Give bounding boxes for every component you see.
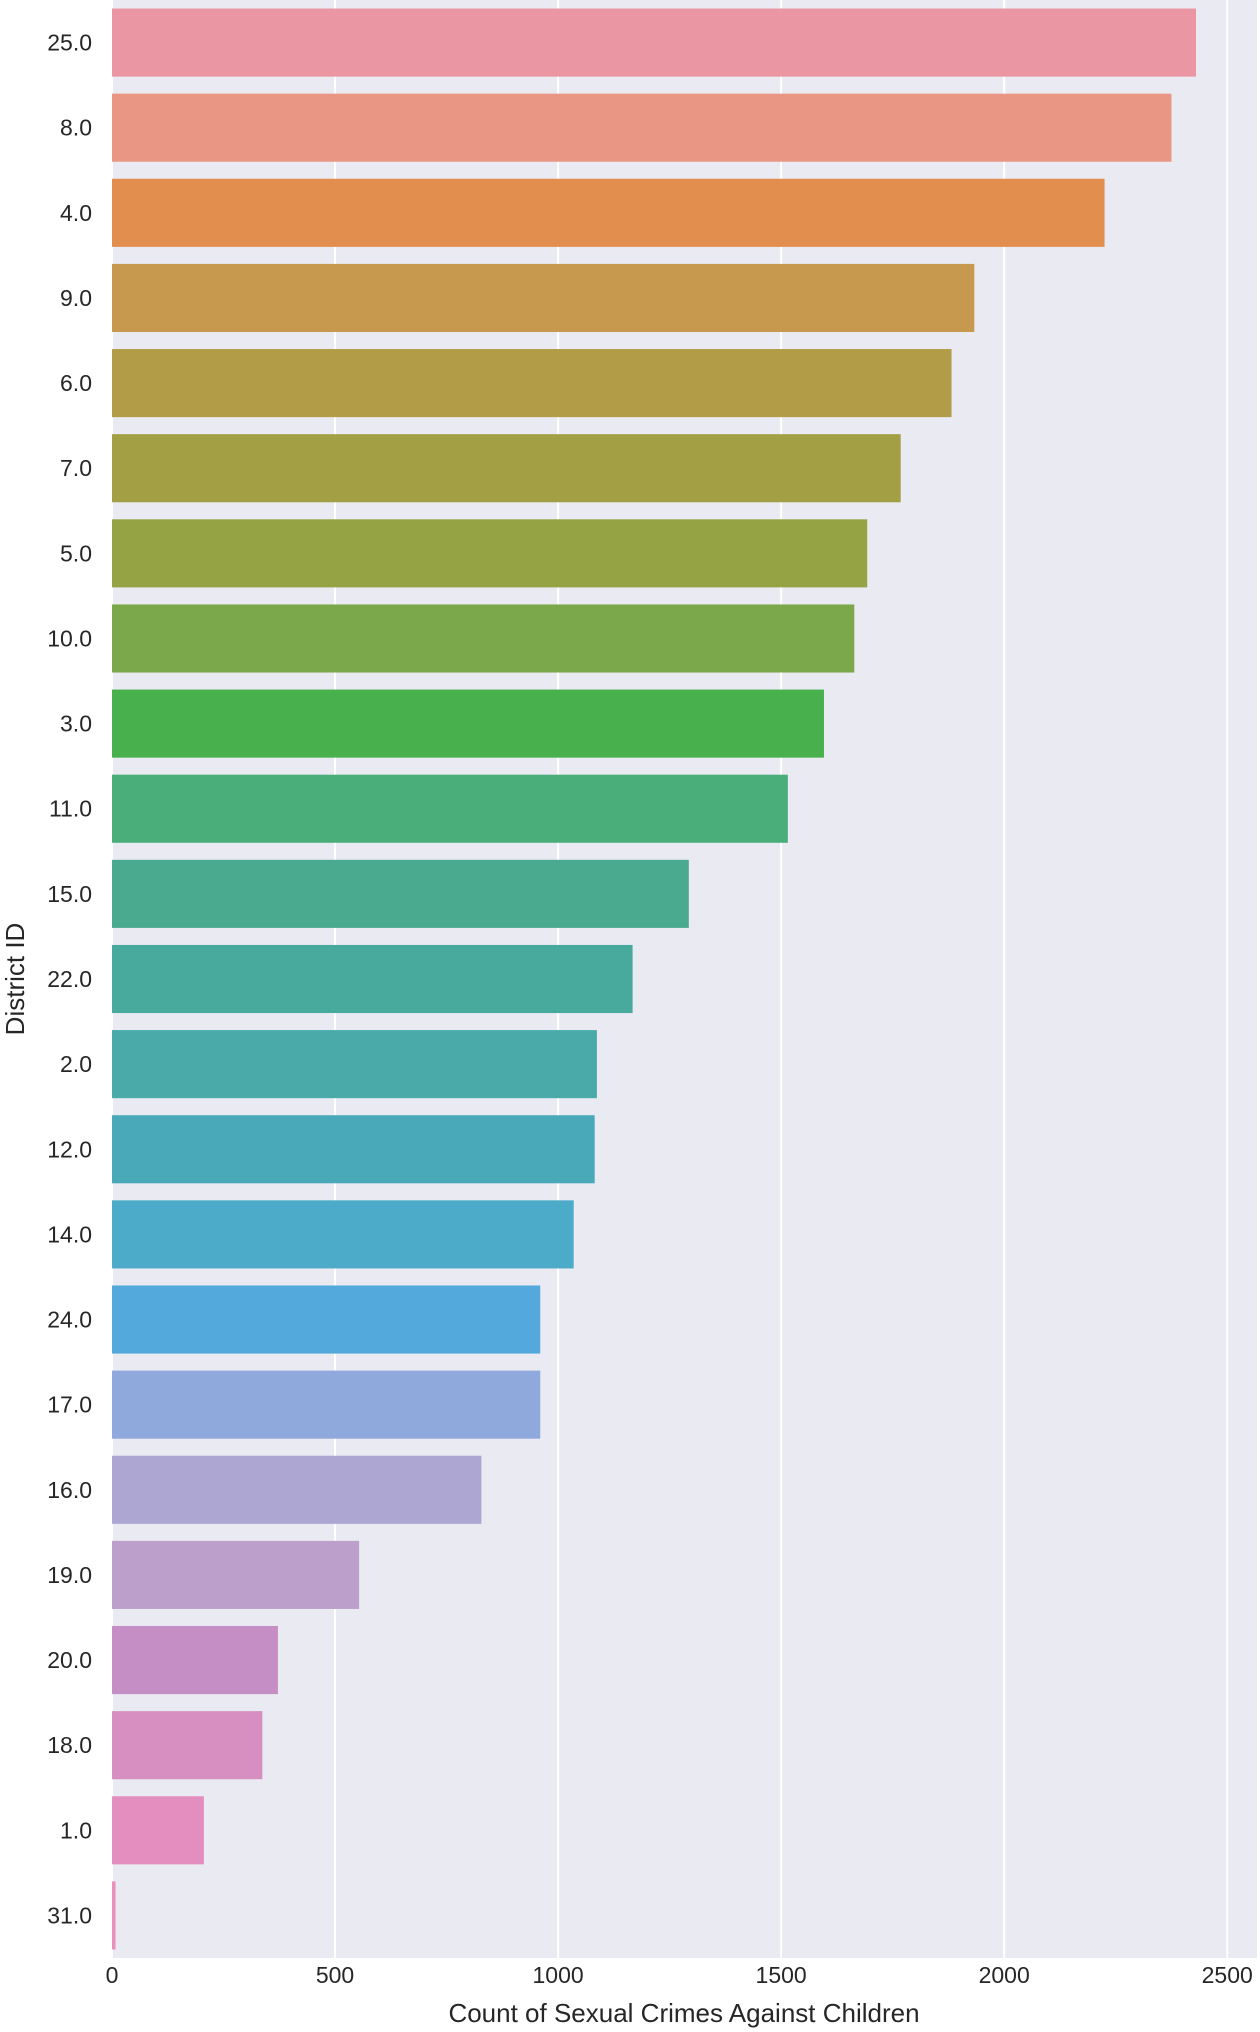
x-tick-label: 500: [316, 1962, 354, 1988]
y-tick-label: 7.0: [60, 455, 92, 481]
bar-district-3.0: [112, 689, 824, 758]
bar-district-6.0: [112, 349, 952, 418]
bar-district-17.0: [112, 1370, 541, 1439]
bar-district-15.0: [112, 859, 689, 928]
bar-district-24.0: [112, 1285, 541, 1354]
x-tick-label: 2500: [1202, 1962, 1253, 1988]
y-tick-label: 20.0: [47, 1647, 92, 1673]
x-tick-label: 1000: [533, 1962, 584, 1988]
y-tick-label: 16.0: [47, 1477, 92, 1503]
bar-district-1.0: [112, 1796, 204, 1865]
bar-district-8.0: [112, 93, 1172, 162]
y-tick-label: 12.0: [47, 1136, 92, 1162]
y-tick-label: 25.0: [47, 30, 92, 56]
bar-district-16.0: [112, 1455, 482, 1524]
y-tick-label: 14.0: [47, 1221, 92, 1247]
y-tick-labels: 25.0 8.0 4.0 9.0 6.0 7.0 5.0 10.0 3.0 11.0 15.0 22.…: [47, 30, 92, 1929]
bar-district-25.0: [112, 8, 1196, 77]
bar-district-2.0: [112, 1030, 597, 1099]
y-tick-label: 22.0: [47, 966, 92, 992]
bar-district-31.0: [112, 1881, 116, 1950]
bar-district-12.0: [112, 1115, 595, 1184]
bar-district-10.0: [112, 604, 855, 673]
y-tick-label: 8.0: [60, 115, 92, 141]
bar-district-7.0: [112, 434, 901, 503]
bar-district-19.0: [112, 1540, 360, 1609]
y-tick-label: 6.0: [60, 370, 92, 396]
x-axis-label: Count of Sexual Crimes Against Children: [448, 1998, 919, 2028]
y-tick-label: 3.0: [60, 711, 92, 737]
bar-district-9.0: [112, 263, 975, 333]
x-tick-label: 1500: [756, 1962, 807, 1988]
y-tick-label: 17.0: [47, 1392, 92, 1418]
y-tick-label: 9.0: [60, 285, 92, 311]
x-tick-labels: 0 500 1000 1500 2000 2500: [106, 1962, 1253, 1988]
y-tick-label: 10.0: [47, 625, 92, 651]
bar-district-11.0: [112, 774, 788, 843]
bar-district-20.0: [112, 1625, 278, 1695]
bar-district-5.0: [112, 519, 868, 588]
y-tick-label: 2.0: [60, 1051, 92, 1077]
x-tick-label: 2000: [979, 1962, 1030, 1988]
y-tick-label: 4.0: [60, 200, 92, 226]
bars: [112, 8, 1196, 1950]
y-tick-label: 5.0: [60, 540, 92, 566]
y-tick-label: 24.0: [47, 1307, 92, 1333]
y-tick-label: 31.0: [47, 1902, 92, 1928]
bar-district-22.0: [112, 944, 633, 1014]
y-tick-label: 19.0: [47, 1562, 92, 1588]
bar-district-14.0: [112, 1200, 574, 1269]
y-axis-label: District ID: [0, 923, 30, 1036]
y-tick-label: 18.0: [47, 1732, 92, 1758]
x-tick-label: 0: [106, 1962, 119, 1988]
y-tick-label: 15.0: [47, 881, 92, 907]
bar-district-4.0: [112, 178, 1105, 247]
y-tick-label: 11.0: [49, 796, 92, 822]
bar-district-18.0: [112, 1711, 263, 1780]
y-tick-label: 1.0: [60, 1817, 92, 1843]
